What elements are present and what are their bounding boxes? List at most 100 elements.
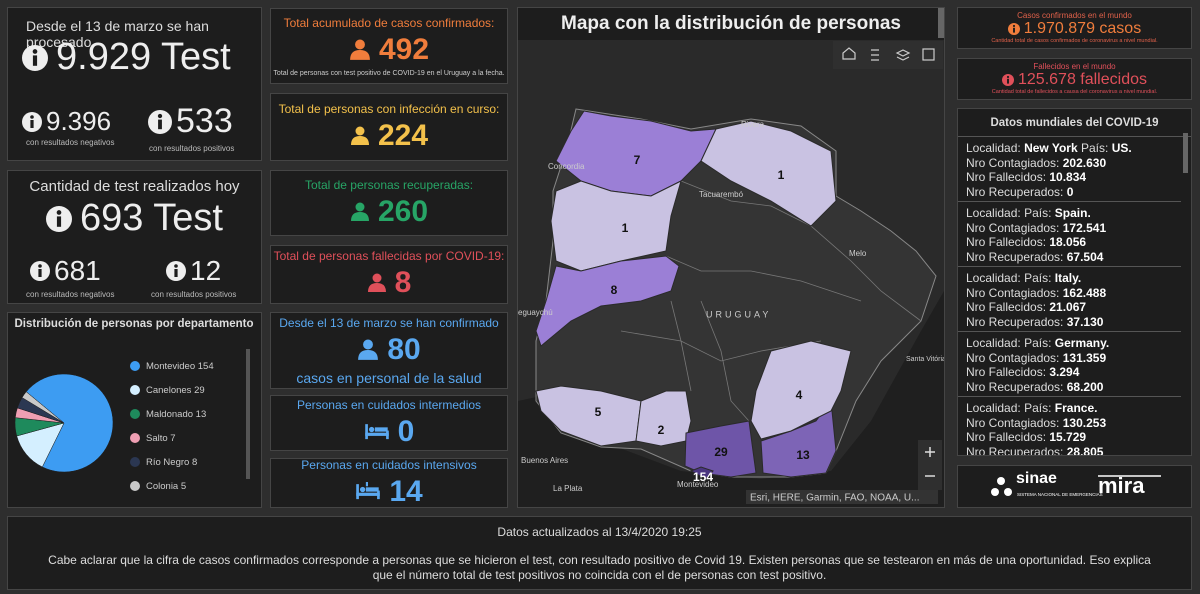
stat-value: 28.805 (1066, 444, 1104, 456)
indicator-title: Personas en cuidados intermedios (296, 397, 482, 412)
region-count: 5 (595, 405, 602, 419)
place-label: eguaychú (518, 308, 553, 317)
location-value: Spain. (1054, 206, 1091, 220)
stat-label: Nro Contagiados: (966, 415, 1060, 430)
world-deaths-panel: Fallecidos en el mundo 125.678 fallecido… (957, 58, 1192, 100)
stat-label: Nro Recuperados: (966, 444, 1064, 456)
stat-label: Nro Contagiados: (966, 350, 1060, 365)
indicator-value-row: 0 (364, 414, 415, 449)
location-label: País: (1080, 141, 1109, 155)
stat-label: Nro Fallecidos: (966, 170, 1047, 184)
location-label: País: (1024, 336, 1052, 350)
indicator-active: Total de personas con infección en curso… (270, 93, 508, 161)
location-label: Localidad: (966, 141, 1021, 155)
stat-value: 18.056 (1049, 235, 1087, 249)
location-value: Italy. (1054, 271, 1082, 285)
indicator-deaths: Total de personas fallecidas por COVID-1… (270, 245, 508, 304)
logo-sinae: sinae (1016, 470, 1057, 487)
stat-line: Nro Fallecidos: 15.729 (966, 430, 1173, 445)
legend-swatch (130, 433, 140, 443)
person-icon (350, 39, 370, 60)
indicator-recovered: Total de personas recuperadas: 260 (270, 170, 508, 236)
indicator-health-staff: Desde el 13 de marzo se han confirmado 80… (270, 312, 508, 389)
stat-label: Nro Fallecidos: (966, 365, 1047, 379)
scrollbar[interactable] (1183, 133, 1188, 173)
stat-value: 21.067 (1049, 300, 1087, 314)
stat-label: Nro Recuperados: (966, 184, 1064, 199)
negative-value: 9.396 (46, 106, 112, 136)
positive-label: con resultados positivos (149, 144, 235, 153)
panel-title: Casos confirmados en el mundo (1017, 11, 1132, 20)
bed-icon (356, 482, 381, 500)
legend-entry: Colonia 5 (146, 481, 186, 492)
stat-line: Nro Contagiados: 162.488 (966, 286, 1173, 301)
indicator-value-row: 14 (355, 475, 423, 507)
indicator-note: casos en personal de la salud (296, 369, 482, 386)
indicator-title: Desde el 13 de marzo se han confirmado (279, 315, 499, 330)
stat-value: 0 (1066, 184, 1074, 199)
big-value: 693 Test (80, 197, 223, 239)
pie-slice (25, 373, 114, 473)
map[interactable]: Mapa con la distribución de personas 7 1 1… (518, 8, 944, 507)
location-label: Localidad: (966, 336, 1021, 350)
info-icon (166, 261, 186, 281)
info-icon (148, 109, 172, 134)
legend-swatch (130, 385, 140, 395)
stat-label: Nro Recuperados: (966, 314, 1064, 329)
location-line: Localidad: País: Spain. (966, 206, 1173, 221)
stat-line: Nro Fallecidos: 18.056 (966, 235, 1173, 250)
location-value: France. (1054, 401, 1098, 415)
indicator-title: Personas en cuidados intensivos (301, 458, 477, 472)
stat-line: Nro Contagiados: 130.253 (966, 416, 1173, 431)
stat-value: 172.541 (1062, 220, 1107, 235)
negative-label: con resultados negativos (26, 290, 115, 299)
stat-value: 131.359 (1062, 350, 1107, 365)
place-label: Santa Vitória do Palmar (906, 356, 944, 363)
logo-sinae-sub: SISTEMA NACIONAL DE EMERGENCIAS (1017, 492, 1103, 497)
legend-value: 29 (194, 385, 205, 396)
stat-line: Nro Fallecidos: 3.294 (966, 365, 1173, 380)
indicator-value: 0 (397, 414, 415, 448)
indicator-confirmed: Total acumulado de casos confirmados: 492… (270, 8, 508, 84)
tests-today-panel: Cantidad de test realizados hoy 693 Test… (7, 170, 262, 304)
panel-title: Datos mundiales del COVID-19 (958, 109, 1191, 137)
indicator-title: Total de personas fallecidas por COVID-1… (273, 249, 505, 263)
scrollbar[interactable] (246, 349, 250, 479)
place-label: Concordia (548, 162, 585, 171)
location-line: Localidad: New York País: US. (966, 141, 1173, 156)
stat-value: 37.130 (1066, 314, 1104, 329)
indicator-value-row: 260 (350, 195, 428, 229)
indicator-value: 80 (387, 332, 421, 366)
indicator-value-row: 8 (367, 266, 411, 300)
legend-label: Colonia (146, 481, 179, 492)
country-item: Localidad: País: Germany. Nro Contagiado… (958, 332, 1181, 397)
pie-panel: Distribución de personas por departament… (7, 312, 262, 508)
stat-label: Nro Recuperados: (966, 379, 1064, 394)
location-line: Localidad: País: France. (966, 401, 1173, 416)
stat-value: 15.729 (1049, 430, 1087, 444)
pie-slice (21, 391, 65, 424)
world-cases-value: 1.970.879 casos (1023, 20, 1142, 37)
info-icon (1007, 23, 1020, 35)
indicator-value: 492 (378, 32, 430, 66)
indicator-note: Total de personas con test positivo de C… (273, 69, 505, 77)
indicator-title: Total de personas con infección en curso… (278, 101, 500, 116)
location-value: Germany. (1054, 336, 1110, 350)
location-label: Localidad: (966, 401, 1021, 415)
legend-value: 13 (196, 409, 207, 420)
indicator-title: Total acumulado de casos confirmados: (283, 15, 495, 30)
stat-value: 3.294 (1049, 365, 1080, 379)
region-count: 7 (634, 153, 641, 167)
person-icon (358, 339, 379, 360)
legend-value: 5 (181, 481, 186, 492)
legend-entry: Río Negro 8 (146, 457, 197, 468)
indicator-value-row: 80 (357, 332, 421, 367)
stat-value: 130.253 (1062, 415, 1107, 430)
person-icon (350, 126, 369, 145)
negative-value: 681 (54, 255, 101, 286)
map-title: Mapa con la distribución de personas (561, 13, 901, 34)
legend-value: 8 (192, 457, 197, 468)
legend-label: Montevideo (146, 361, 195, 372)
stat-line: Nro Fallecidos: 21.067 (966, 300, 1173, 315)
region-count: 29 (714, 445, 728, 459)
